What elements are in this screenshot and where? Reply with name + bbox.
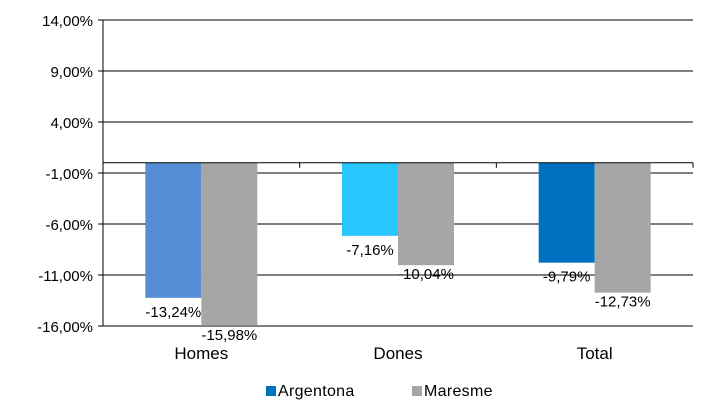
y-tick-label: 14,00% — [42, 13, 93, 30]
legend-swatch — [266, 386, 276, 396]
legend: Argentona Maresme — [266, 383, 493, 400]
bar — [398, 162, 454, 266]
data-label: -12,73% — [595, 294, 651, 311]
y-tick-label: 9,00% — [50, 64, 93, 81]
axes — [102, 20, 694, 326]
data-label: -10,04% — [398, 266, 454, 283]
bar — [145, 162, 202, 298]
y-tick-label: 4,00% — [50, 115, 93, 132]
y-tick-label: -11,00% — [38, 268, 93, 285]
category-label: Total — [577, 344, 613, 363]
y-tick-label: -16,00% — [37, 319, 93, 336]
bar — [342, 162, 398, 236]
category-label: Homes — [174, 344, 228, 363]
bar — [594, 162, 651, 293]
bar — [538, 162, 595, 263]
data-label: -7,16% — [346, 242, 394, 259]
bars — [145, 162, 651, 326]
data-label: -9,79% — [543, 269, 591, 286]
data-labels: -13,24%-15,98% -7,16%-10,04% -9,79%-12,73% — [145, 242, 650, 344]
data-label: -13,24% — [145, 304, 201, 321]
y-tick-label: -6,00% — [45, 217, 93, 234]
legend-label: Maresme — [424, 383, 493, 400]
y-axis-ticks: 14,00% 9,00% 4,00% -1,00% -6,00% -11,00% -16,0… — [37, 13, 103, 336]
category-labels: Homes Dones Total — [174, 344, 612, 363]
legend-label: Argentona — [278, 383, 355, 400]
bar — [201, 162, 258, 326]
category-label: Dones — [373, 344, 422, 363]
y-tick-label: -1,00% — [45, 166, 93, 183]
data-label: -15,98% — [201, 327, 257, 344]
legend-swatch — [412, 386, 422, 396]
